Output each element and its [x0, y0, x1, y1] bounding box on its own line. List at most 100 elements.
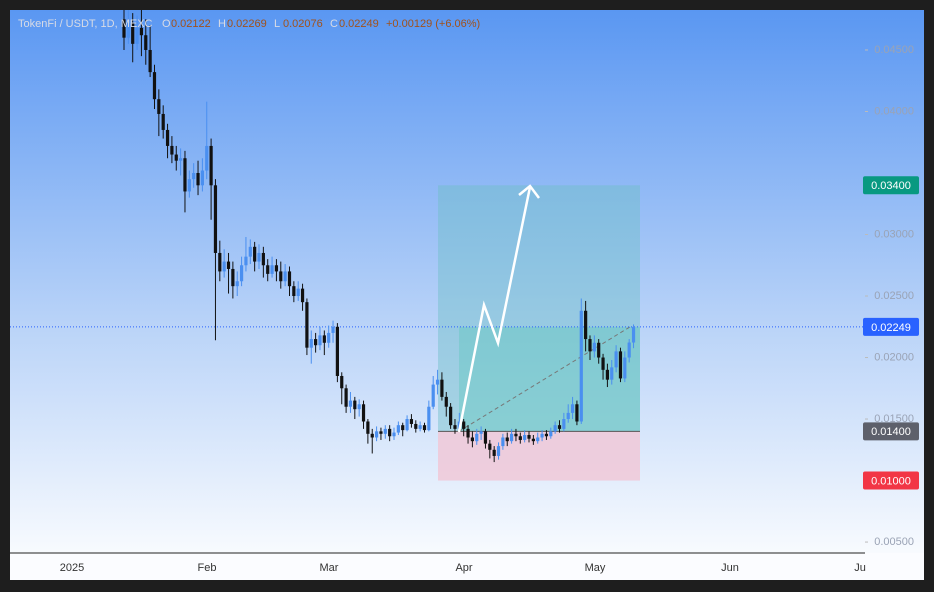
candle-body — [361, 404, 366, 422]
x-tick-label: 2025 — [60, 562, 84, 574]
entry-tag-label: 0.01400 — [871, 426, 911, 438]
candle-body — [579, 310, 583, 422]
y-tick-label: 0.01500 — [874, 413, 914, 425]
ohlc-value: 0.02249 — [339, 18, 379, 30]
candle-body — [466, 428, 470, 438]
candle-body — [357, 404, 361, 410]
ohlc-value: 0.02269 — [227, 18, 267, 30]
candle-body — [327, 332, 331, 343]
candle-body — [392, 432, 396, 437]
candle-body — [200, 170, 204, 186]
candle-body — [292, 286, 296, 297]
candle-body — [318, 335, 322, 346]
candle-body — [192, 172, 196, 180]
candle-body — [196, 172, 200, 186]
candle-body — [518, 436, 522, 440]
candle-body — [584, 310, 588, 340]
candle-body — [549, 431, 553, 437]
candle-body — [562, 419, 566, 429]
candle-body — [287, 271, 292, 287]
ohlc-letter: C — [330, 18, 338, 30]
candle-body — [322, 335, 326, 343]
candle-body — [344, 388, 348, 407]
candle-body — [605, 369, 610, 380]
arrow-head — [518, 184, 540, 199]
candle-body — [440, 379, 444, 397]
candle-body — [531, 438, 535, 442]
candle-body — [353, 400, 357, 410]
candle-body — [213, 185, 218, 253]
x-tick-label: Ju — [854, 562, 866, 574]
candle-body — [501, 437, 505, 447]
symbol: TokenFi / USDT, 1D, MEXC — [18, 18, 153, 30]
projection-arrow — [457, 186, 532, 433]
candle-body — [309, 339, 313, 348]
candle-body — [435, 379, 440, 385]
candle-body — [279, 271, 283, 282]
candle-body — [631, 326, 636, 343]
candle-body — [418, 425, 422, 429]
candle-body — [414, 423, 418, 429]
candle-body — [239, 265, 244, 282]
candle-body — [209, 145, 213, 186]
candle-body — [131, 22, 135, 44]
time-axis — [10, 553, 924, 580]
candle-body — [374, 431, 379, 438]
candle-body — [396, 425, 400, 433]
ohlc-letter: H — [218, 18, 226, 30]
candle-body — [366, 421, 370, 434]
candle-body — [492, 449, 496, 456]
candle-body — [261, 252, 265, 266]
candle-body — [409, 419, 414, 424]
candle-body — [623, 357, 627, 379]
candle-body — [283, 271, 287, 282]
candle-body — [253, 246, 257, 262]
candle-body — [592, 342, 596, 352]
candle-body — [266, 265, 270, 274]
candle-body — [205, 145, 209, 171]
candle-body — [152, 72, 157, 100]
candle-body — [139, 27, 144, 36]
candle-body — [475, 433, 479, 442]
candle-body — [509, 433, 514, 442]
candle-body — [170, 145, 174, 155]
target-tag-label: 0.03400 — [871, 180, 911, 192]
x-tick-label: Mar — [320, 562, 339, 574]
candle-body — [553, 425, 557, 432]
candle-body — [314, 339, 318, 346]
candle-body — [331, 326, 335, 333]
candle-body — [479, 431, 483, 434]
candle-body — [135, 27, 139, 44]
candle-body — [453, 425, 457, 429]
candle-body — [218, 252, 222, 272]
candle-body — [126, 22, 130, 38]
y-tick-label: 0.00500 — [874, 536, 914, 548]
entry-tag — [863, 422, 919, 441]
candle-body — [335, 326, 339, 376]
y-tick-label: 0.03000 — [874, 228, 914, 240]
y-tick-label: 0.02000 — [874, 351, 914, 363]
candle-body — [610, 367, 614, 380]
x-tick-label: Feb — [198, 562, 217, 574]
ohlc-value: 0.02076 — [283, 18, 323, 30]
candle-body — [340, 375, 344, 389]
candle-body — [614, 351, 618, 368]
y-tick-label: 0.02500 — [874, 290, 914, 302]
candle-body — [523, 435, 527, 440]
candle-body — [405, 419, 409, 431]
chart-background — [10, 10, 924, 580]
candle-body — [570, 404, 575, 413]
candle-body — [222, 261, 226, 272]
candle-body — [488, 443, 492, 450]
candle-body — [462, 421, 466, 429]
progress-line — [458, 326, 631, 432]
y-tick-label: 0.04000 — [874, 105, 914, 117]
x-tick-label: Apr — [455, 562, 472, 574]
target-zone — [438, 185, 640, 432]
candle-body — [300, 288, 305, 303]
candle-body — [187, 179, 191, 192]
candle-body — [379, 431, 383, 434]
candle-body — [483, 431, 488, 444]
change: +0.00129 (+6.06%) — [386, 18, 480, 30]
stop-tag — [863, 471, 919, 490]
